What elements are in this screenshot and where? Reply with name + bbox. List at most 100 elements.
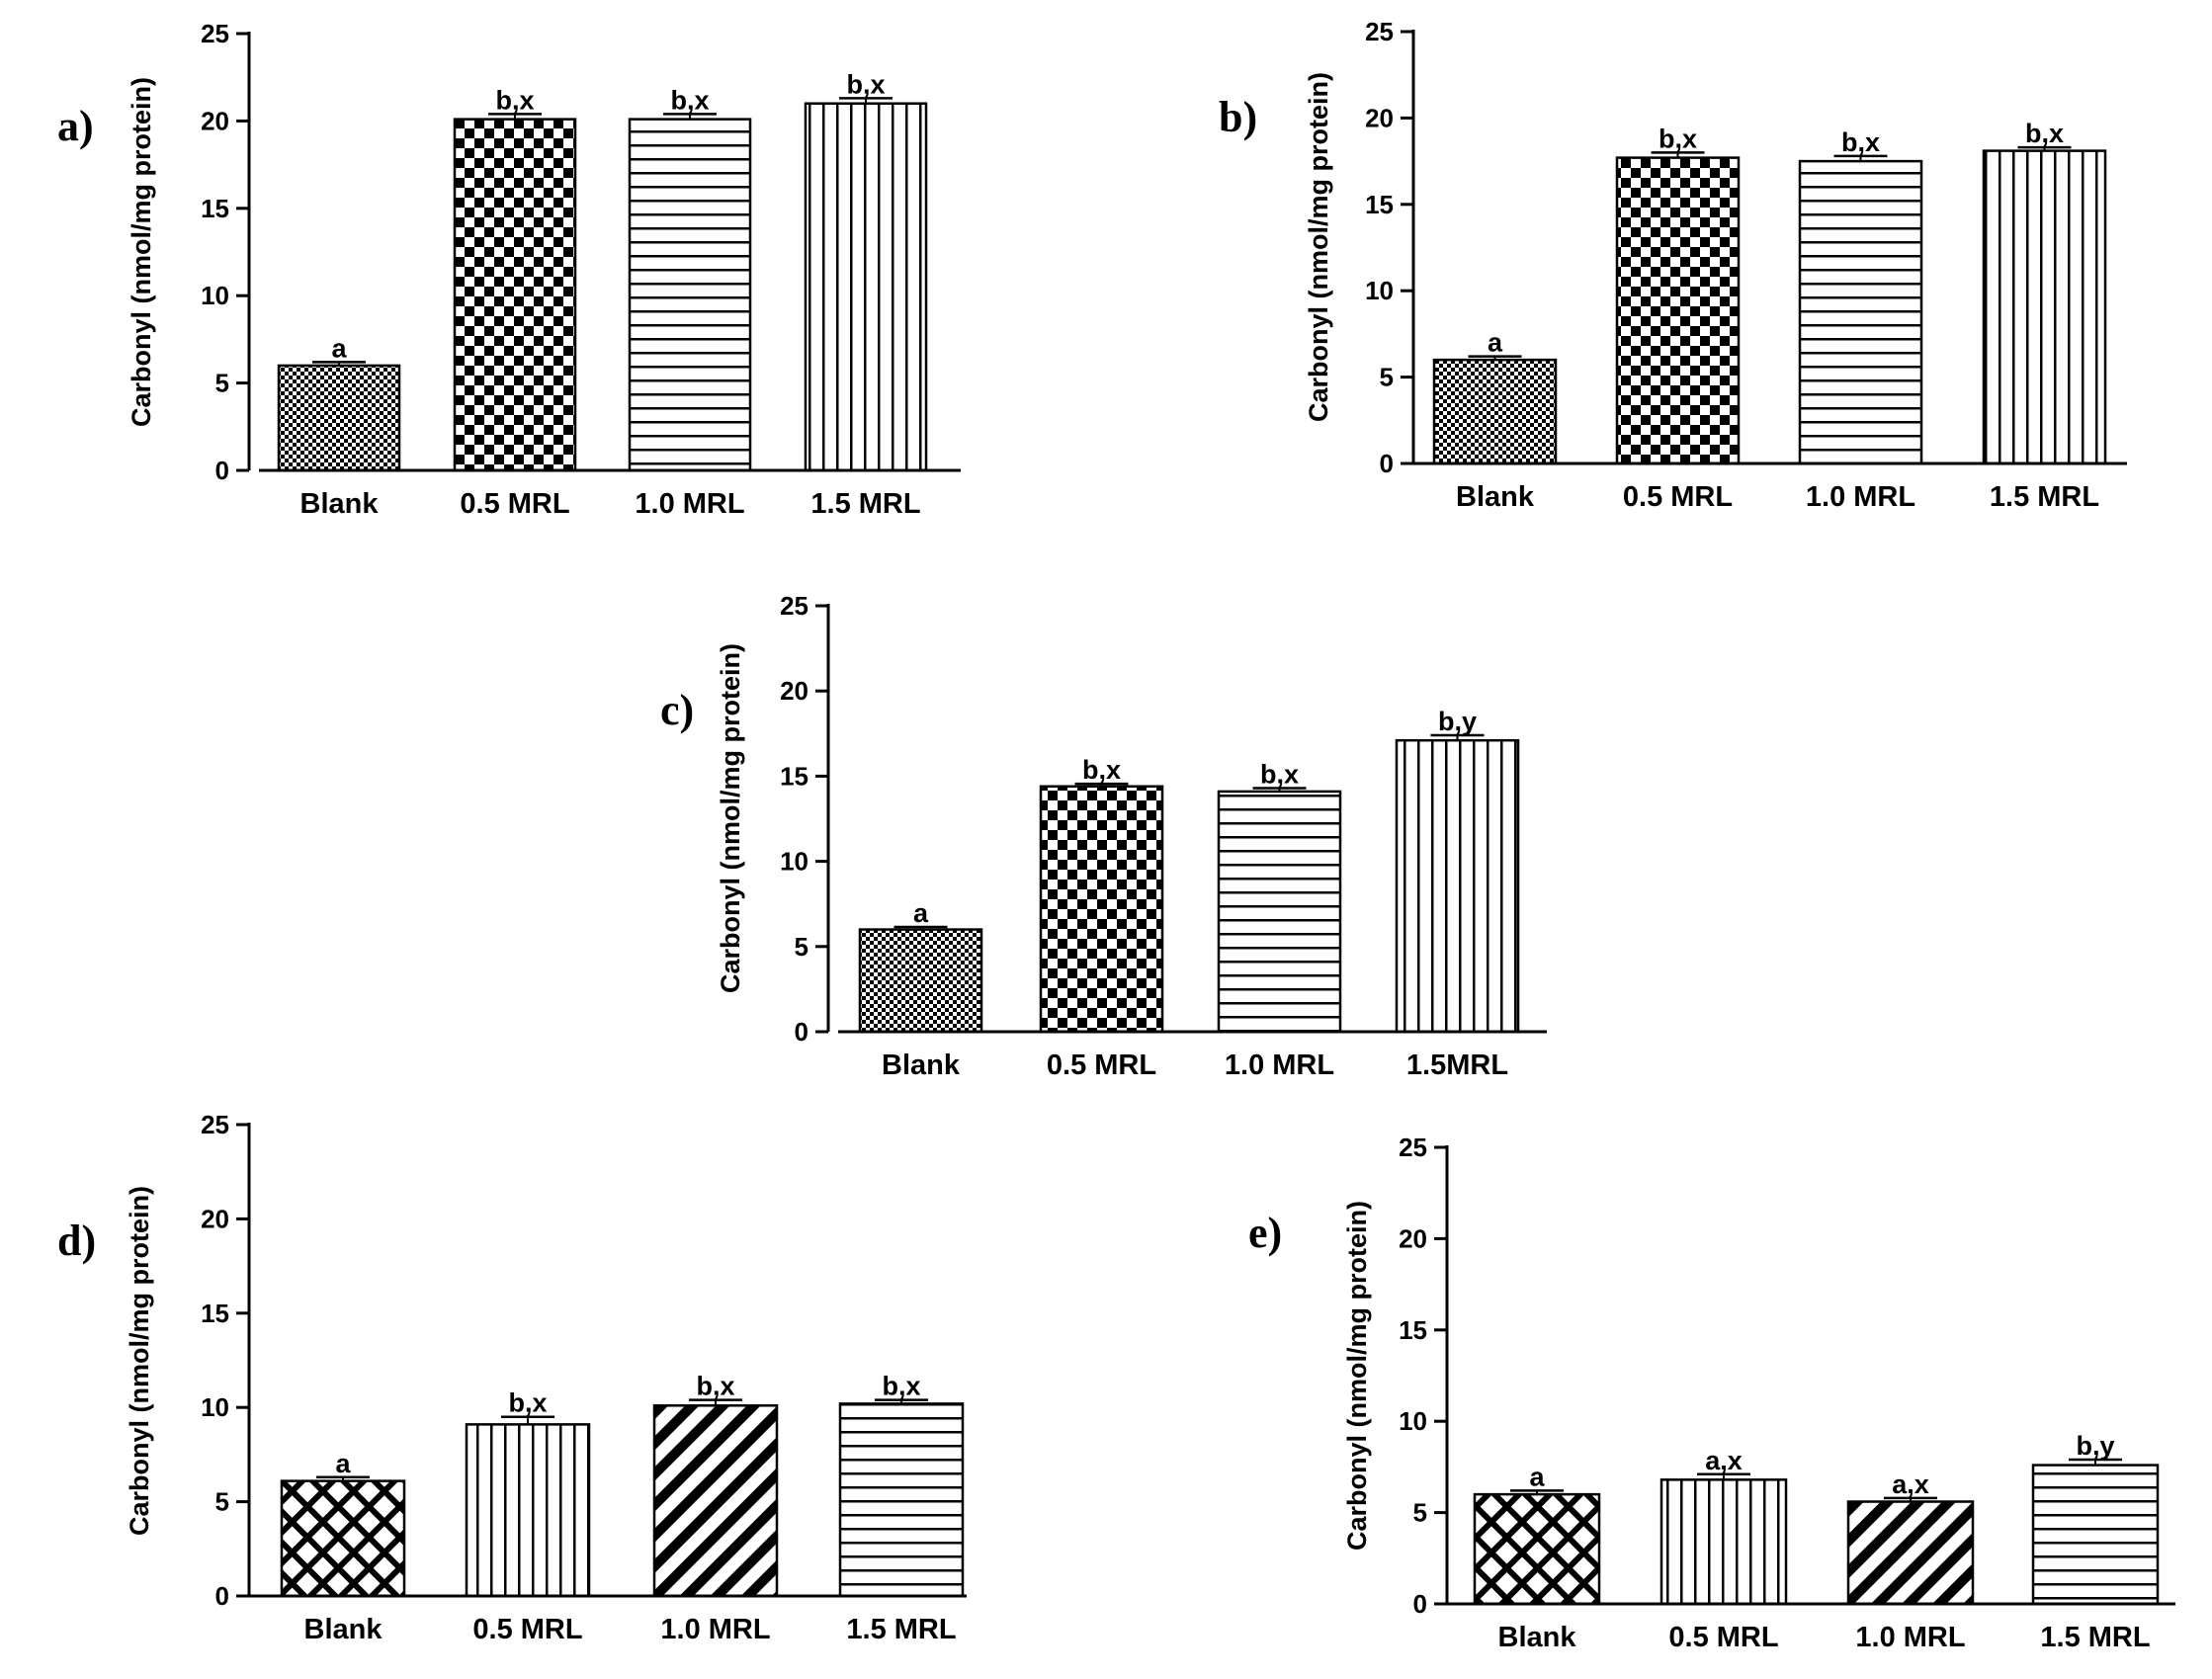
y-tick-label-0: 0 (795, 1017, 808, 1047)
significance-label-3: a,x (1892, 1469, 1929, 1499)
significance-label-4: b,y (2076, 1431, 2114, 1461)
y-tick-label-3: 15 (201, 194, 229, 223)
significance-label-3: b,x (1841, 127, 1880, 157)
category-label-3: 1.0 MRL (1225, 1049, 1334, 1081)
chart-panel-4: d) Carbonyl (nmol/mg protein) a Blank b,x 0.5… (57, 1110, 967, 1645)
chart-panel-5: e) Carbonyl (nmol/mg protein) a Blank a,x 0.5… (1248, 1133, 2175, 1653)
panel-label: e) (1248, 1209, 1282, 1257)
significance-label-2: b,x (1659, 124, 1697, 153)
significance-label-2: b,x (495, 85, 534, 115)
significance-label-3: b,x (670, 85, 709, 115)
significance-label-1: a (1488, 328, 1503, 358)
significance-label-2: a,x (1705, 1446, 1743, 1475)
category-label-3: 1.0 MRL (1855, 1622, 1965, 1653)
significance-label-2: b,x (508, 1388, 547, 1418)
significance-label-1: a (331, 333, 347, 363)
bar-3 (1846, 1500, 1975, 1606)
bar-2 (1615, 156, 1741, 465)
significance-label-3: b,x (1260, 759, 1299, 789)
category-label-2: 0.5 MRL (1047, 1049, 1156, 1081)
bar-3 (652, 1404, 779, 1598)
y-tick-label-1: 5 (1413, 1498, 1427, 1528)
y-tick-label-2: 10 (201, 281, 229, 310)
significance-label-4: b,x (882, 1372, 920, 1401)
bar-4 (1982, 149, 2107, 465)
y-tick-label-3: 15 (1365, 190, 1394, 219)
bar-2 (465, 1423, 591, 1598)
y-tick-label-4: 20 (201, 106, 229, 135)
bar-2 (1659, 1478, 1788, 1606)
bar-1 (280, 1479, 406, 1598)
y-tick-label-2: 10 (780, 847, 808, 877)
significance-label-4: b,x (846, 69, 885, 99)
y-tick-label-5: 25 (201, 19, 229, 48)
panel-label: b) (1219, 93, 1257, 141)
panel-label: a) (57, 102, 94, 150)
chart-panel-2: b) Carbonyl (nmol/mg protein) a Blank b,x 0.5… (1219, 17, 2127, 513)
category-label-2: 0.5 MRL (472, 1614, 582, 1645)
significance-label-1: a (913, 898, 929, 928)
category-label-1: Blank (300, 488, 380, 520)
y-tick-label-0: 0 (215, 1581, 229, 1611)
y-tick-label-1: 5 (215, 369, 229, 398)
category-label-1: Blank (1456, 481, 1535, 513)
y-tick-label-5: 25 (1365, 17, 1394, 46)
bar-3 (628, 118, 752, 472)
y-tick-label-2: 10 (1365, 276, 1394, 305)
panel-label: d) (57, 1217, 96, 1265)
category-label-4: 1.5 MRL (1990, 481, 2099, 513)
category-label-2: 0.5 MRL (1623, 481, 1733, 513)
y-axis-title: Carbonyl (nmol/mg protein) (1304, 72, 1333, 422)
y-axis-title: Carbonyl (nmol/mg protein) (125, 1186, 154, 1536)
y-tick-label-1: 5 (795, 932, 808, 962)
category-label-4: 1.5 MRL (2040, 1622, 2150, 1653)
y-tick-label-2: 10 (1399, 1406, 1427, 1436)
category-label-1: Blank (1498, 1622, 1577, 1653)
significance-label-1: a (1529, 1462, 1545, 1491)
significance-label-3: b,x (696, 1372, 734, 1401)
y-tick-label-5: 25 (780, 591, 808, 621)
bar-4 (838, 1402, 965, 1598)
category-label-1: Blank (304, 1614, 383, 1645)
y-tick-label-1: 5 (1380, 363, 1394, 392)
y-tick-label-3: 15 (201, 1299, 229, 1328)
bar-1 (858, 928, 983, 1034)
y-tick-label-5: 25 (1399, 1133, 1427, 1162)
category-label-3: 1.0 MRL (1806, 481, 1915, 513)
category-label-4: 1.5 MRL (846, 1614, 956, 1645)
chart-panel-3: c) Carbonyl (nmol/mg protein) a Blank b,x 0.5… (660, 591, 1547, 1081)
significance-label-1: a (335, 1449, 351, 1478)
y-tick-label-0: 0 (1380, 449, 1394, 478)
significance-label-2: b,x (1082, 755, 1121, 785)
bar-4 (1395, 738, 1520, 1034)
y-tick-label-5: 25 (201, 1110, 229, 1139)
significance-label-4: b,x (2025, 119, 2064, 148)
category-label-3: 1.0 MRL (660, 1614, 770, 1645)
category-label-4: 1.5 MRL (810, 488, 920, 520)
y-tick-label-3: 15 (780, 761, 808, 791)
y-tick-label-0: 0 (215, 456, 229, 485)
bar-4 (2031, 1464, 2160, 1606)
category-label-2: 0.5 MRL (460, 488, 569, 520)
y-tick-label-4: 20 (780, 676, 808, 706)
y-axis-title: Carbonyl (nmol/mg protein) (1342, 1201, 1372, 1551)
y-tick-label-1: 5 (215, 1487, 229, 1517)
y-axis-title: Carbonyl (nmol/mg protein) (716, 643, 745, 993)
chart-panel-1: a) Carbonyl (nmol/mg protein) a Blank b,x 0.5… (57, 19, 961, 520)
bar-4 (804, 102, 928, 472)
category-label-1: Blank (882, 1049, 961, 1081)
bar-3 (1798, 159, 1923, 465)
significance-label-4: b,y (1438, 707, 1477, 736)
y-tick-label-4: 20 (201, 1204, 229, 1233)
y-tick-label-2: 10 (201, 1392, 229, 1422)
y-tick-label-4: 20 (1399, 1223, 1427, 1253)
panel-label: c) (660, 686, 694, 734)
y-axis-title: Carbonyl (nmol/mg protein) (127, 77, 156, 427)
bar-2 (1039, 785, 1164, 1034)
category-label-2: 0.5 MRL (1668, 1622, 1778, 1653)
bar-1 (1432, 358, 1558, 465)
category-label-3: 1.0 MRL (635, 488, 744, 520)
y-tick-label-4: 20 (1365, 103, 1394, 132)
category-label-4: 1.5MRL (1406, 1049, 1508, 1081)
